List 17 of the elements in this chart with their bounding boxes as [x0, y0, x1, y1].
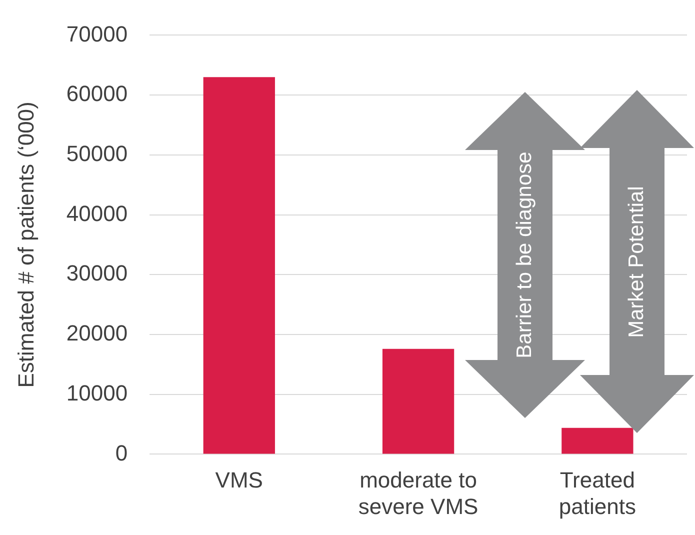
- y-tick-label: 10000: [66, 380, 128, 406]
- bar: [562, 428, 634, 454]
- y-tick-label: 50000: [66, 140, 128, 166]
- y-tick-label: 60000: [66, 81, 128, 106]
- y-tick-label: 20000: [66, 320, 128, 346]
- y-axis-title: Estimated # of patients (‘000): [13, 102, 38, 388]
- y-tick-label: 0: [115, 440, 128, 466]
- x-tick-label: moderate to severe VMS: [358, 467, 478, 519]
- y-tick-label: 40000: [66, 200, 128, 226]
- annotation: Market Potential: [625, 184, 649, 340]
- bar: [203, 77, 275, 454]
- y-tick-label: 30000: [66, 260, 128, 286]
- y-tick-label: 70000: [66, 21, 128, 46]
- bar: [382, 348, 454, 454]
- annotation: Barrier to be diagnose: [513, 150, 537, 360]
- x-tick-label: Treated patients: [558, 467, 636, 519]
- x-tick-label: VMS: [215, 467, 263, 492]
